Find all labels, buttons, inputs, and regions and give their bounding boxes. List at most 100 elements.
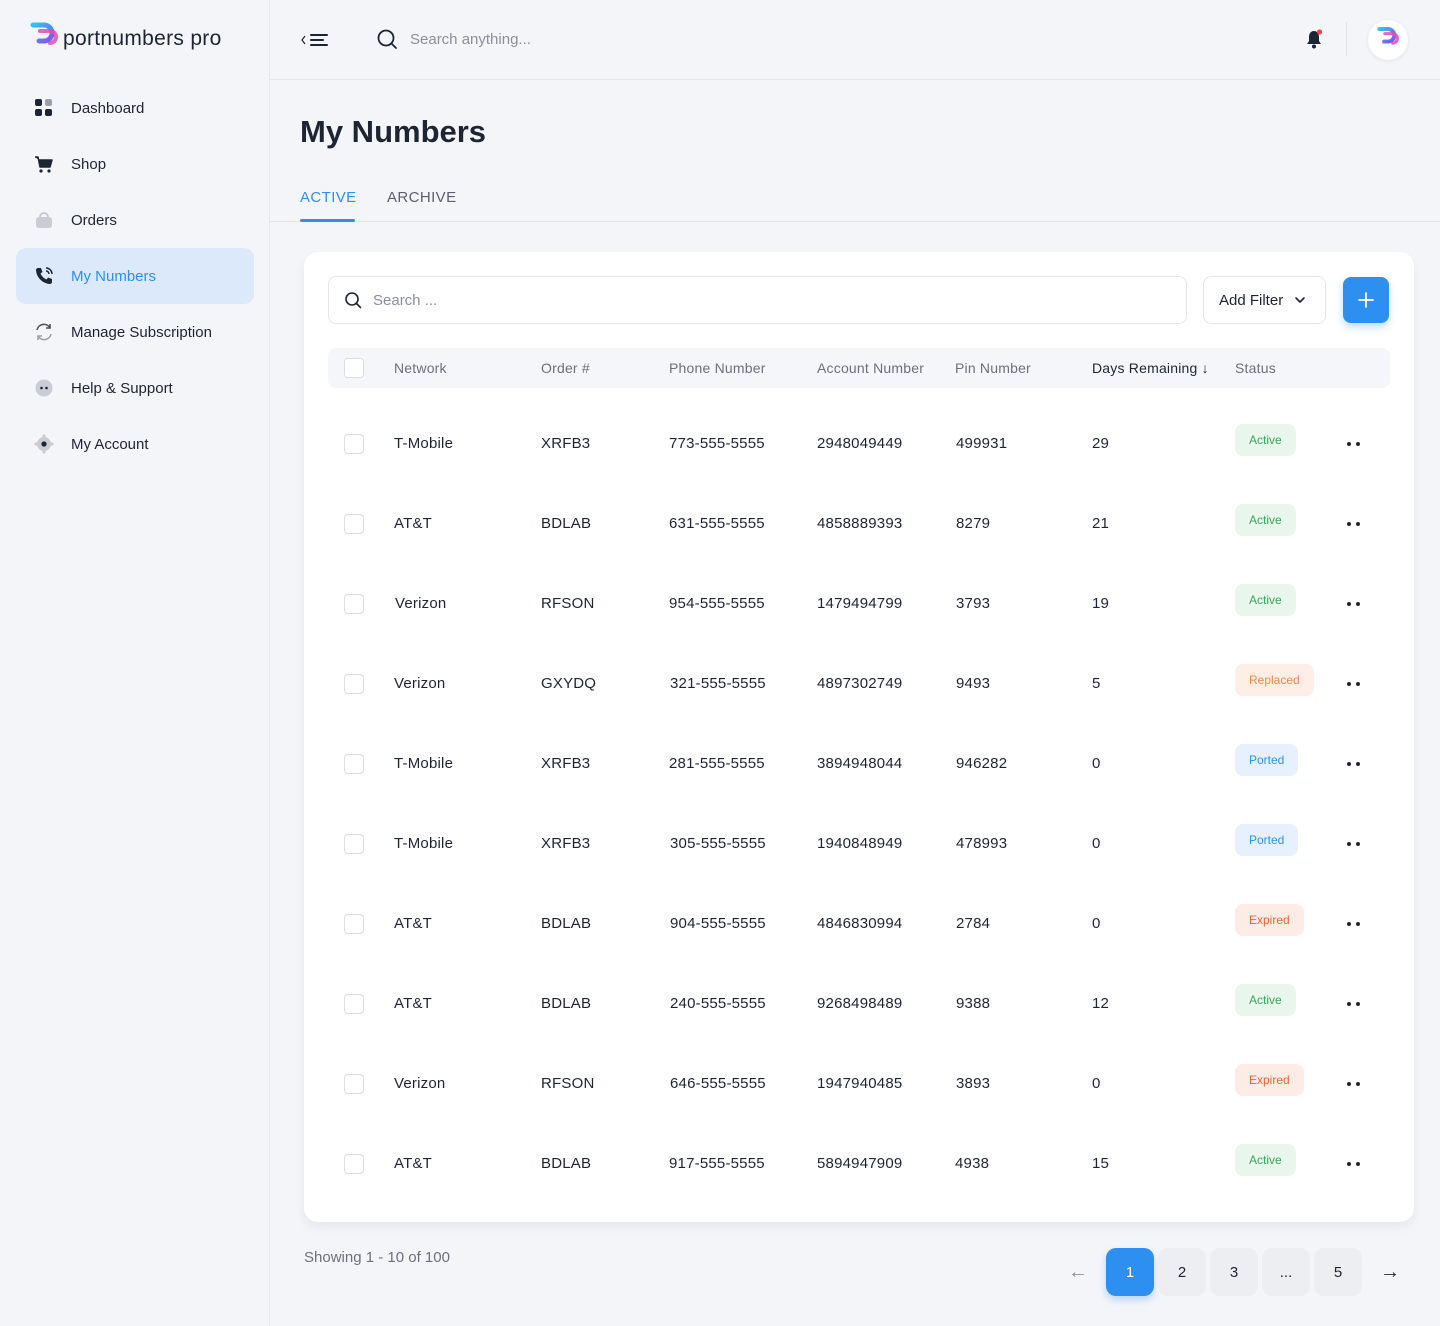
brand-logo[interactable]: portnumbers pro	[30, 22, 222, 56]
table-search-input[interactable]	[373, 291, 1133, 309]
sidebar-item-label: My Account	[71, 435, 149, 453]
row-more-button[interactable]	[1342, 832, 1366, 856]
table-row[interactable]: AT&T BDLAB 917-555-5555 5894947909 4938 …	[328, 1124, 1390, 1204]
row-more-button[interactable]	[1342, 752, 1366, 776]
cell-network: T-Mobile	[394, 835, 454, 852]
cell-phone-number: 646-555-5555	[670, 1075, 766, 1092]
sidebar-item-label: Manage Subscription	[71, 323, 212, 341]
cell-days-remaining: 12	[1092, 995, 1110, 1012]
column-order[interactable]: Order #	[541, 360, 590, 376]
cell-network: AT&T	[394, 915, 433, 932]
sidebar-item-orders[interactable]: Orders	[16, 192, 254, 248]
cell-order: XRFB3	[541, 435, 591, 452]
column-status[interactable]: Status	[1235, 360, 1276, 376]
table-row[interactable]: Verizon GXYDQ 321-555-5555 4897302749 94…	[328, 644, 1390, 724]
row-more-button[interactable]	[1342, 1152, 1366, 1176]
row-checkbox[interactable]	[344, 1154, 364, 1174]
column-phone-number[interactable]: Phone Number	[669, 360, 766, 376]
row-checkbox[interactable]	[344, 674, 364, 694]
sidebar-item-help-support[interactable]: Help & Support	[16, 360, 254, 416]
sidebar-item-label: Orders	[71, 211, 117, 229]
sidebar-item-label: My Numbers	[71, 267, 157, 285]
cell-network: Verizon	[394, 675, 446, 692]
more-dots-icon	[1347, 522, 1360, 526]
table-row[interactable]: Verizon RFSON 954-555-5555 1479494799 37…	[328, 564, 1390, 644]
row-checkbox[interactable]	[344, 434, 364, 454]
phone-icon	[34, 266, 54, 286]
avatar[interactable]	[1368, 20, 1408, 60]
global-search-input[interactable]	[410, 30, 810, 48]
row-checkbox[interactable]	[344, 754, 364, 774]
status-badge: Replaced	[1235, 664, 1314, 696]
row-more-button[interactable]	[1342, 512, 1366, 536]
table-row[interactable]: T-Mobile XRFB3 281-555-5555 3894948044 9…	[328, 724, 1390, 804]
more-dots-icon	[1347, 602, 1360, 606]
notifications-button[interactable]	[1303, 28, 1325, 50]
table-search	[328, 276, 1187, 324]
select-all-checkbox[interactable]	[344, 358, 364, 378]
prev-page-button[interactable]: ←	[1068, 1260, 1088, 1283]
active-tab-indicator	[300, 219, 355, 222]
cell-order: XRFB3	[541, 835, 591, 852]
column-network[interactable]: Network	[394, 360, 447, 376]
row-checkbox[interactable]	[344, 914, 364, 934]
table-row[interactable]: AT&T BDLAB 904-555-5555 4846830994 2784 …	[328, 884, 1390, 964]
cell-pin-number: 499931	[956, 435, 1008, 452]
sidebar-item-shop[interactable]: Shop	[16, 136, 254, 192]
sidebar-item-dashboard[interactable]: Dashboard	[16, 80, 254, 136]
status-badge: Active	[1235, 504, 1296, 536]
row-checkbox[interactable]	[344, 1074, 364, 1094]
page-button-3[interactable]: 3	[1210, 1248, 1258, 1296]
page-button-1[interactable]: 1	[1106, 1248, 1154, 1296]
cell-network: T-Mobile	[394, 755, 454, 772]
column-pin-number[interactable]: Pin Number	[955, 360, 1031, 376]
sidebar-item-manage-subscription[interactable]: Manage Subscription	[16, 304, 254, 360]
sidebar-item-my-account[interactable]: My Account	[16, 416, 254, 472]
cell-days-remaining: 0	[1092, 1075, 1101, 1092]
tab-active[interactable]: ACTIVE	[300, 189, 357, 206]
cell-phone-number: 305-555-5555	[670, 835, 766, 852]
cell-phone-number: 954-555-5555	[669, 595, 765, 612]
cell-account-number: 4846830994	[817, 915, 903, 932]
table-row[interactable]: AT&T BDLAB 631-555-5555 4858889393 8279 …	[328, 484, 1390, 564]
more-dots-icon	[1347, 682, 1360, 686]
cell-order: BDLAB	[541, 1155, 592, 1172]
search-icon	[377, 29, 397, 49]
plus-icon	[1358, 292, 1374, 308]
table-row[interactable]: AT&T BDLAB 240-555-5555 9268498489 9388 …	[328, 964, 1390, 1044]
cell-account-number: 1940848949	[817, 835, 903, 852]
tab-archive[interactable]: ARCHIVE	[387, 189, 457, 206]
topbar-divider	[1346, 22, 1347, 56]
sidebar-item-my-numbers[interactable]: My Numbers	[16, 248, 254, 304]
sidebar-toggle-button[interactable]	[300, 28, 330, 52]
table-row[interactable]: T-Mobile XRFB3 305-555-5555 1940848949 4…	[328, 804, 1390, 884]
row-more-button[interactable]	[1342, 912, 1366, 936]
row-checkbox[interactable]	[344, 834, 364, 854]
search-icon	[345, 292, 362, 309]
add-filter-button[interactable]: Add Filter	[1203, 276, 1326, 324]
cell-days-remaining: 29	[1092, 435, 1110, 452]
column-days-remaining[interactable]: Days Remaining ↓	[1092, 360, 1209, 376]
next-page-button[interactable]: →	[1380, 1260, 1400, 1283]
add-number-button[interactable]	[1343, 277, 1389, 323]
brand-name: portnumbers pro	[63, 27, 222, 50]
row-more-button[interactable]	[1342, 432, 1366, 456]
row-more-button[interactable]	[1342, 992, 1366, 1016]
page-button-5[interactable]: 5	[1314, 1248, 1362, 1296]
row-more-button[interactable]	[1342, 1072, 1366, 1096]
table-row[interactable]: Verizon RFSON 646-555-5555 1947940485 38…	[328, 1044, 1390, 1124]
numbers-card: Add Filter Network Order # Phone Number …	[304, 252, 1414, 1222]
row-more-button[interactable]	[1342, 592, 1366, 616]
row-more-button[interactable]	[1342, 672, 1366, 696]
table-row[interactable]: T-Mobile XRFB3 773-555-5555 2948049449 4…	[328, 404, 1390, 484]
cell-phone-number: 281-555-5555	[669, 755, 765, 772]
row-checkbox[interactable]	[344, 514, 364, 534]
sidebar-nav: Dashboard Shop Orders My Numbers Manage …	[16, 80, 254, 472]
more-dots-icon	[1347, 1002, 1360, 1006]
page-button-2[interactable]: 2	[1158, 1248, 1206, 1296]
add-filter-label: Add Filter	[1219, 291, 1284, 309]
row-checkbox[interactable]	[344, 594, 364, 614]
sidebar-item-label: Shop	[71, 155, 107, 173]
column-account-number[interactable]: Account Number	[817, 360, 925, 376]
row-checkbox[interactable]	[344, 994, 364, 1014]
